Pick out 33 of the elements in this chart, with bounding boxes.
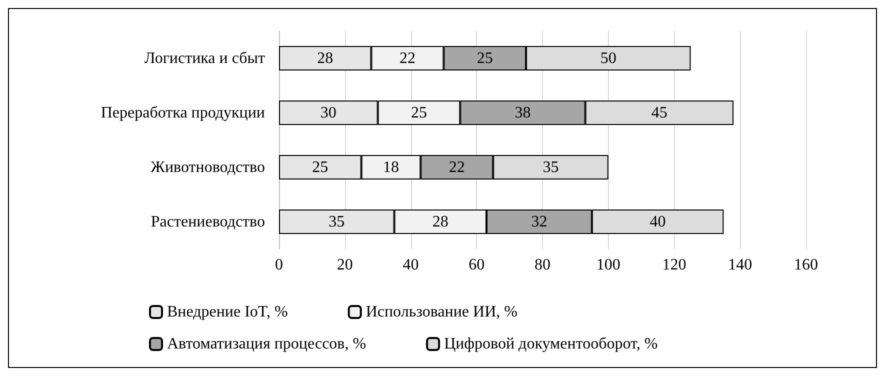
legend-label: Автоматизация процессов, % — [167, 336, 366, 352]
y-tick-label: Животноводство — [150, 158, 265, 176]
legend-label: Использование ИИ, % — [366, 304, 518, 320]
data-label: 35 — [542, 158, 559, 176]
data-label: 50 — [600, 50, 616, 67]
data-label: 22 — [399, 50, 416, 67]
data-label: 22 — [448, 158, 465, 176]
data-label: 18 — [382, 158, 399, 176]
x-tick-label: 140 — [728, 256, 752, 274]
data-label: 30 — [320, 104, 336, 122]
data-label: 28 — [432, 213, 448, 230]
data-label: 45 — [651, 104, 668, 122]
x-tick-label: 100 — [596, 256, 620, 274]
y-tick-label: Логистика и сбыт — [144, 50, 266, 67]
y-tick-label: Переработка продукции — [100, 104, 266, 122]
data-label: 32 — [531, 213, 548, 230]
data-label: 25 — [410, 104, 427, 122]
legend-label: Внедрение IoT, % — [167, 304, 288, 320]
x-tick-label: 120 — [662, 256, 686, 274]
y-tick-label: Растениеводство — [150, 213, 265, 230]
data-label: 25 — [476, 50, 493, 67]
data-label: 40 — [650, 213, 666, 230]
data-label: 35 — [328, 213, 345, 230]
legend-label: Цифровой документооборот, % — [444, 336, 658, 352]
x-tick-label: 160 — [794, 256, 818, 274]
x-tick-label: 40 — [402, 256, 419, 274]
x-tick-label: 60 — [468, 256, 485, 274]
data-label: 28 — [317, 50, 334, 67]
x-tick-label: 20 — [336, 256, 353, 274]
data-label: 25 — [312, 158, 328, 176]
data-label: 38 — [514, 104, 531, 122]
x-tick-label: 0 — [275, 256, 283, 274]
x-tick-label: 80 — [534, 256, 550, 274]
